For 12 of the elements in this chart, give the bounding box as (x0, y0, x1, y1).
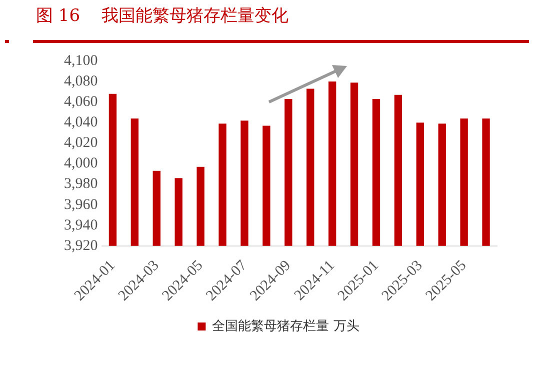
chart-title: 图 16 我国能繁母猪存栏量变化 (36, 5, 289, 27)
y-tick-label: 4,080 (64, 73, 98, 90)
y-tick-label: 3,980 (64, 176, 98, 192)
y-tick-label: 4,020 (64, 135, 98, 152)
y-tick-label: 4,040 (64, 114, 98, 131)
y-tick-label: 4,000 (64, 156, 98, 172)
y-tick-label: 3,920 (64, 238, 98, 254)
y-tick-label: 4,060 (64, 94, 98, 110)
y-tick-label: 3,940 (64, 217, 98, 234)
legend-label: 全国能繁母猪存栏量 万头 (212, 318, 360, 334)
y-tick-label: 3,960 (64, 196, 98, 213)
y-tick-label: 4,100 (64, 52, 98, 69)
